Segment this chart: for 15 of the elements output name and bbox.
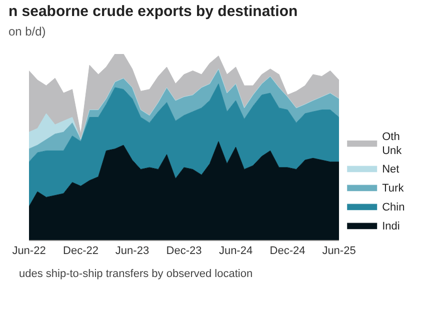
text: udes ship-to-ship transfers by observed location [19, 268, 253, 280]
legend-label: Net [382, 163, 400, 176]
x-tick-label: Jun-24 [218, 245, 253, 258]
x-tick-label: Jun-25 [322, 245, 356, 258]
legend-label: Chin [382, 201, 405, 214]
legend-label: Indi [382, 220, 400, 232]
x-tick-label: Jun-22 [12, 245, 46, 258]
x-tick-label: Dec-24 [270, 245, 306, 258]
x-tick-label: Dec-22 [63, 245, 98, 258]
legend-label: Turk [382, 182, 404, 194]
legend-label: Oth Unk [382, 130, 402, 158]
chart-subtitle: on b/d) [8, 24, 46, 38]
x-tick-label: Dec-23 [166, 245, 202, 258]
x-tick-label: Jun-23 [115, 245, 150, 258]
chart-title: n seaborne crude exports by destination [8, 3, 298, 20]
